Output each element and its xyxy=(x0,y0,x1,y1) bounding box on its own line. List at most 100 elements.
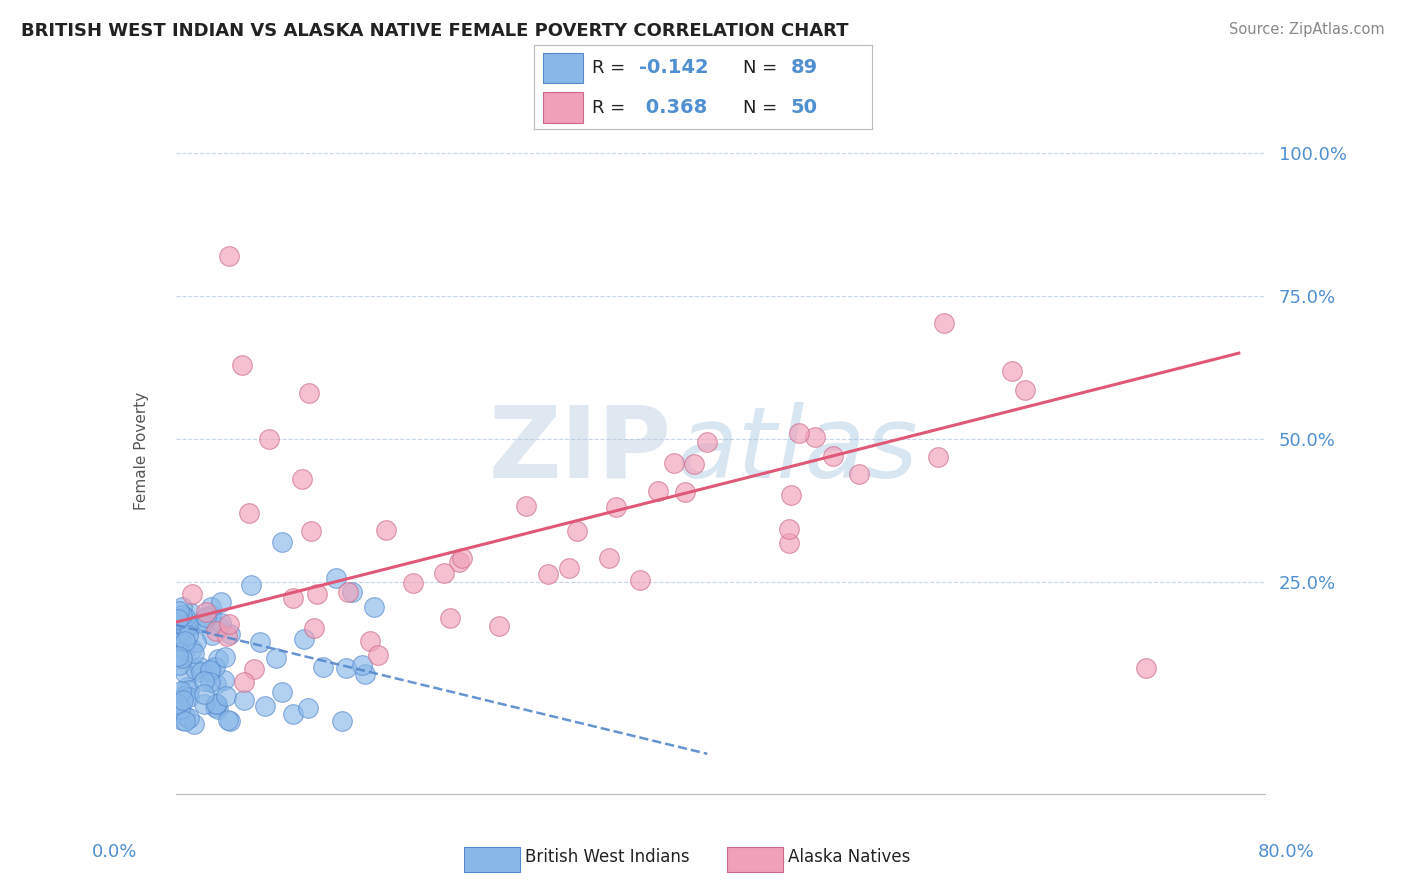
Text: BRITISH WEST INDIAN VS ALASKA NATIVE FEMALE POVERTY CORRELATION CHART: BRITISH WEST INDIAN VS ALASKA NATIVE FEM… xyxy=(21,22,849,40)
Point xyxy=(253,698,276,713)
Point xyxy=(179,620,201,634)
Point xyxy=(194,605,217,619)
Point xyxy=(359,634,381,648)
Point xyxy=(439,611,461,625)
Point xyxy=(170,683,193,698)
Point xyxy=(450,551,472,566)
Point xyxy=(264,651,287,665)
Point xyxy=(166,698,188,712)
Point xyxy=(447,556,470,570)
Point xyxy=(170,713,193,727)
Text: ZIP: ZIP xyxy=(489,402,672,499)
Point xyxy=(180,587,202,601)
Point xyxy=(193,673,215,688)
Point xyxy=(195,610,218,624)
Point xyxy=(298,386,321,401)
Point xyxy=(696,435,718,450)
Point xyxy=(167,658,190,673)
Point xyxy=(193,697,215,711)
Point xyxy=(179,690,201,704)
Point xyxy=(537,567,560,582)
Point xyxy=(257,432,280,446)
Point xyxy=(647,484,669,499)
Point xyxy=(209,616,232,631)
Point xyxy=(198,674,221,689)
Point xyxy=(271,535,294,549)
Point xyxy=(204,660,226,674)
Point xyxy=(174,714,197,728)
Text: -0.142: -0.142 xyxy=(638,58,709,78)
Point xyxy=(238,507,260,521)
Point xyxy=(166,615,188,630)
Point xyxy=(231,358,253,372)
Point xyxy=(402,576,425,591)
Point xyxy=(301,524,323,539)
Point xyxy=(207,702,229,716)
FancyBboxPatch shape xyxy=(543,53,583,83)
Point xyxy=(193,614,215,628)
Point xyxy=(787,426,810,441)
Point xyxy=(193,687,215,701)
Point xyxy=(214,673,236,688)
Point xyxy=(188,660,211,674)
Point xyxy=(190,615,212,629)
FancyBboxPatch shape xyxy=(727,847,783,871)
Point xyxy=(778,523,800,537)
Point xyxy=(219,626,242,640)
Point xyxy=(174,610,197,624)
Point xyxy=(176,681,198,695)
Point xyxy=(174,709,197,723)
Point xyxy=(292,632,315,647)
Point xyxy=(1014,383,1036,397)
Point xyxy=(190,665,212,680)
Point xyxy=(302,621,325,635)
Text: N =: N = xyxy=(744,99,783,117)
Point xyxy=(177,617,200,632)
Point xyxy=(515,499,537,513)
Point xyxy=(177,683,200,698)
Point xyxy=(200,665,222,679)
Point xyxy=(340,585,363,599)
Point xyxy=(233,692,256,706)
Point xyxy=(312,660,335,674)
Point xyxy=(682,458,704,472)
Point xyxy=(172,651,194,665)
Point xyxy=(177,617,200,632)
Point xyxy=(628,574,651,588)
Point xyxy=(167,604,190,618)
Point xyxy=(173,634,195,648)
Point xyxy=(167,648,190,663)
Point xyxy=(1135,661,1157,675)
Point xyxy=(848,467,870,481)
Point xyxy=(249,634,271,648)
Point xyxy=(778,536,800,550)
Point xyxy=(183,662,205,676)
Point xyxy=(218,617,240,632)
Point xyxy=(330,714,353,729)
Point xyxy=(173,689,195,703)
Point xyxy=(305,587,328,601)
Point xyxy=(200,607,222,622)
Point xyxy=(662,456,685,470)
Point xyxy=(207,652,229,666)
Text: Alaska Natives: Alaska Natives xyxy=(787,848,910,866)
Point xyxy=(283,591,305,605)
Point xyxy=(675,484,697,499)
Point xyxy=(205,697,228,711)
Point xyxy=(335,661,357,675)
Point xyxy=(169,633,191,648)
Point xyxy=(214,650,236,665)
Point xyxy=(177,627,200,641)
Point xyxy=(167,697,190,711)
Point xyxy=(172,693,194,707)
Point xyxy=(375,523,398,537)
Point xyxy=(204,699,226,714)
Point xyxy=(177,711,200,725)
Point xyxy=(233,675,256,690)
Point xyxy=(1001,363,1024,377)
Text: R =: R = xyxy=(592,59,631,77)
Point xyxy=(598,550,620,565)
Point xyxy=(170,599,193,614)
Point xyxy=(217,714,239,728)
Point xyxy=(205,677,228,691)
